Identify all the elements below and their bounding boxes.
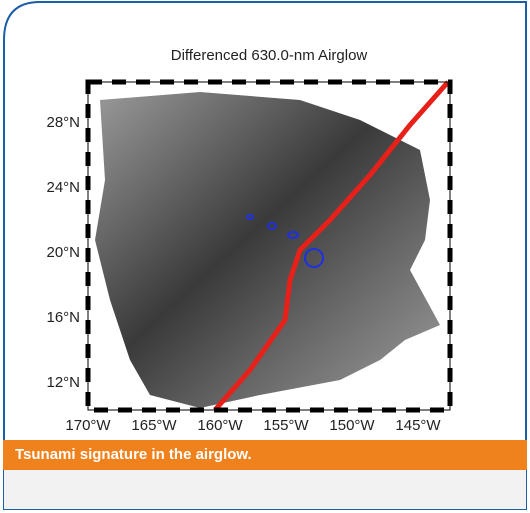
lon-label: 165°W	[131, 417, 177, 434]
lon-label: 170°W	[65, 417, 111, 434]
lon-label: 155°W	[263, 417, 309, 434]
lat-label: 28°N	[46, 114, 80, 131]
lon-label: 145°W	[395, 417, 441, 434]
lat-label: 12°N	[46, 374, 80, 391]
lon-label: 160°W	[197, 417, 243, 434]
figure: Differenced 630.0-nm Airglow 28°N 24°N 20°…	[0, 0, 530, 513]
figure-title: Differenced 630.0-nm Airglow	[171, 47, 368, 64]
caption: Tsunami signature in the airglow.	[3, 440, 527, 470]
lat-label: 16°N	[46, 309, 80, 326]
page: Differenced 630.0-nm Airglow 28°N 24°N 20°…	[0, 0, 530, 513]
lat-label: 20°N	[46, 244, 80, 261]
lon-label: 150°W	[329, 417, 375, 434]
lat-label: 24°N	[46, 179, 80, 196]
footer-band	[4, 470, 526, 509]
